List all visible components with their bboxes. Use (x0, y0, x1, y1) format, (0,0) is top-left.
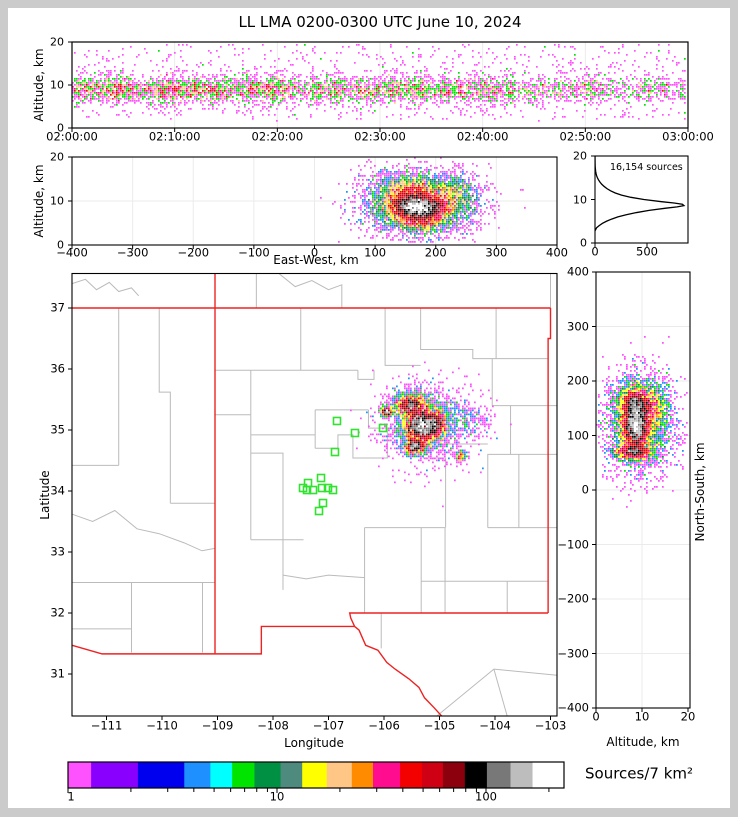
lma-composite-figure: LL LMA 0200-0300 UTC June 10, 2024 Altit… (0, 0, 738, 817)
figure-canvas (0, 0, 738, 817)
